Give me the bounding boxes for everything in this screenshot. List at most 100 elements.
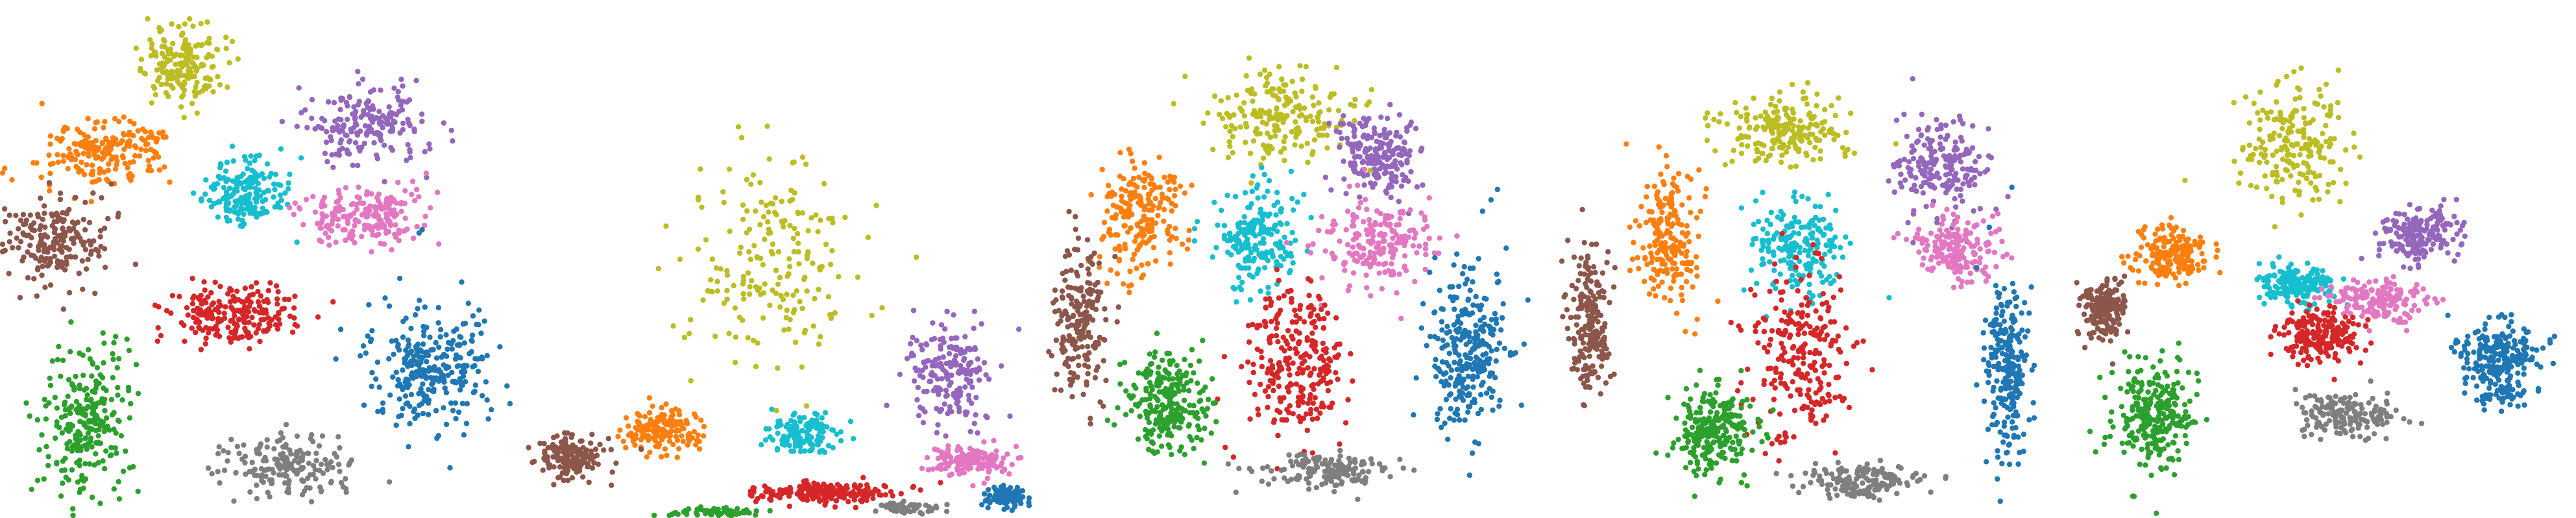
cluster-5 [286, 170, 442, 255]
scatter-point [400, 367, 406, 373]
scatter-point [104, 415, 110, 421]
scatter-point [261, 190, 267, 195]
scatter-point [971, 421, 978, 426]
scatter-point [796, 261, 802, 267]
scatter-point [1354, 258, 1360, 264]
scatter-point [865, 234, 871, 240]
scatter-point [318, 225, 324, 231]
scatter-point [1278, 254, 1284, 260]
scatter-point [941, 339, 947, 345]
scatter-point [393, 338, 399, 343]
scatter-point [943, 508, 950, 515]
scatter-point [337, 106, 343, 113]
scatter-point [939, 376, 945, 382]
scatter-point [1106, 191, 1112, 197]
scatter-point [1356, 140, 1362, 146]
scatter-point [1243, 227, 1248, 233]
scatter-point [169, 68, 175, 75]
scatter-point [653, 431, 659, 438]
scatter-point [1324, 145, 1330, 151]
scatter-point [114, 142, 121, 147]
scatter-point [138, 146, 144, 153]
scatter-point [1157, 184, 1163, 190]
scatter-point [60, 480, 66, 486]
scatter-point [967, 428, 973, 435]
scatter-point [1348, 160, 1354, 166]
scatter-point [869, 312, 875, 319]
scatter-point [1378, 230, 1384, 237]
scatter-point [228, 436, 234, 443]
scatter-point [1080, 293, 1086, 299]
scatter-point [298, 155, 304, 161]
scatter-point [1267, 340, 1273, 346]
scatter-point [1368, 241, 1374, 247]
scatter-point [917, 487, 923, 493]
scatter-point [55, 240, 61, 246]
scatter-point [60, 357, 66, 364]
scatter-point [1246, 379, 1252, 386]
scatter-point [298, 466, 305, 472]
scatter-point [55, 357, 61, 363]
scatter-point [45, 454, 51, 460]
scatter-point [249, 284, 254, 290]
scatter-point [688, 317, 694, 323]
scatter-point [225, 84, 230, 90]
scatter-point [938, 322, 945, 328]
scatter-point [71, 240, 77, 246]
scatter-point [673, 434, 679, 439]
scatter-point [925, 467, 932, 473]
scatter-point [1389, 171, 1394, 177]
scatter-point [879, 502, 885, 508]
scatter-point [351, 104, 357, 110]
scatter-point [973, 395, 979, 401]
scatter-point [1376, 174, 1382, 180]
scatter-point [724, 272, 731, 278]
scatter-point [1155, 212, 1161, 219]
scatter-point [272, 186, 278, 193]
scatter-point [1410, 243, 1416, 249]
scatter-point [356, 195, 363, 201]
scatter-point [34, 417, 40, 423]
scatter-point [829, 312, 834, 318]
scatter-point [84, 446, 90, 452]
scatter-point [668, 408, 675, 413]
scatter-point [1235, 230, 1241, 236]
scatter-point [905, 508, 912, 514]
scatter-point [367, 223, 372, 229]
scatter-point [419, 118, 425, 125]
scatter-point [238, 195, 245, 202]
scatter-point [126, 172, 132, 178]
scatter-point [1059, 288, 1065, 294]
scatter-point [1328, 379, 1333, 385]
scatter-point [884, 402, 890, 408]
cluster-3 [1191, 164, 1314, 305]
scatter-point [59, 430, 66, 436]
scatter-point [241, 211, 247, 217]
scatter-point [571, 445, 577, 451]
scatter-point [745, 270, 751, 276]
scatter-point [463, 421, 470, 426]
scatter-point [1112, 246, 1118, 252]
scatter-point [444, 353, 450, 359]
scatter-point [156, 167, 163, 173]
scatter-point [376, 108, 382, 114]
scatter-point [119, 153, 126, 159]
scatter-point [1337, 441, 1343, 447]
scatter-point [51, 225, 58, 231]
scatter-point [373, 232, 380, 239]
scatter-point [981, 439, 987, 445]
scatter-point [1239, 279, 1245, 286]
scatter-point [80, 151, 86, 156]
scatter-point [390, 374, 396, 380]
scatter-point [267, 280, 273, 286]
scatter-point [1306, 293, 1312, 299]
scatter-point [352, 240, 358, 246]
scatter-point [818, 217, 823, 223]
scatter-point [116, 119, 122, 125]
scatter-point [577, 463, 583, 469]
scatter-point [1319, 132, 1326, 138]
scatter-point [338, 137, 345, 143]
scatter-point [638, 446, 644, 452]
scatter-point [42, 210, 47, 216]
scatter-point [345, 220, 351, 227]
